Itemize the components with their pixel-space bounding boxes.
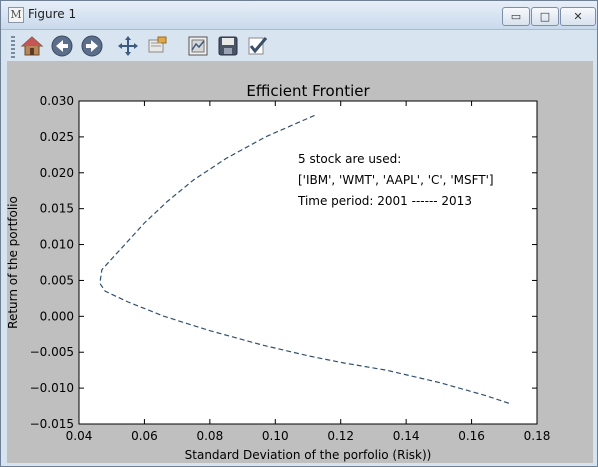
annotation-line: ['IBM', 'WMT', 'AAPL', 'C', 'MSFT']: [298, 173, 494, 187]
plot-area: [78, 100, 538, 425]
maximize-button[interactable]: □: [531, 7, 559, 26]
home-button[interactable]: [19, 33, 45, 59]
subplots-config-icon: [188, 36, 208, 56]
pan-icon: [118, 36, 138, 56]
chart-title: Efficient Frontier: [246, 82, 370, 100]
close-button[interactable]: ✕: [560, 7, 596, 26]
y-tick-label: −0.015: [30, 417, 74, 431]
forward-button[interactable]: [79, 33, 105, 59]
pan-button[interactable]: [115, 33, 141, 59]
x-tick-label: 0.12: [327, 429, 354, 443]
annotation-line: Time period: 2001 ------ 2013: [297, 194, 472, 208]
efficient-frontier-chart: 0.04 0.06 0.08 0.10 0.12 0.14 0.16 0.18 0.030 0.0…: [6, 82, 551, 462]
window-title: Figure 1: [28, 7, 77, 21]
y-tick-label: 0.015: [40, 202, 74, 216]
y-tick-label: −0.005: [30, 345, 74, 359]
navigation-toolbar: [7, 30, 593, 61]
annotation-line: 5 stock are used:: [298, 152, 401, 166]
edit-parameters-icon: [248, 37, 268, 55]
subplots-button[interactable]: [185, 33, 211, 59]
x-tick-label: 0.18: [524, 429, 551, 443]
y-tick-label: 0.020: [40, 166, 74, 180]
back-button[interactable]: [49, 33, 75, 59]
x-tick-label: 0.04: [66, 429, 93, 443]
title-bar[interactable]: M Figure 1 ▭ □ ✕: [1, 1, 597, 30]
zoom-button[interactable]: [145, 33, 171, 59]
zoom-icon: [148, 36, 167, 53]
figure-canvas: 0.04 0.06 0.08 0.10 0.12 0.14 0.16 0.18 0.030 0.0…: [6, 61, 593, 463]
home-icon: [20, 36, 44, 56]
x-tick-label: 0.14: [393, 429, 420, 443]
back-arrow-icon: [51, 35, 73, 57]
y-tick-label: 0.010: [40, 238, 74, 252]
y-tick-label: −0.010: [30, 381, 74, 395]
save-button[interactable]: [215, 33, 241, 59]
edit-parameters-button[interactable]: [245, 33, 271, 59]
x-axis-label: Standard Deviation of the porfolio (Risk…: [185, 448, 432, 462]
x-tick-label: 0.06: [131, 429, 158, 443]
x-tick-label: 0.16: [458, 429, 485, 443]
y-axis-label: Return of the portfolio: [7, 196, 20, 329]
toolbar-grip: [11, 36, 15, 58]
app-icon: M: [8, 7, 24, 23]
frontier-line: [99, 114, 511, 405]
x-tick-label: 0.10: [262, 429, 289, 443]
y-tick-label: 0.030: [40, 94, 74, 108]
y-tick-label: 0.025: [40, 130, 74, 144]
y-tick-label: 0.005: [40, 273, 74, 287]
x-tick-label: 0.08: [196, 429, 223, 443]
forward-arrow-icon: [81, 35, 103, 57]
minimize-button[interactable]: ▭: [502, 7, 530, 26]
save-icon: [218, 36, 238, 56]
y-tick-label: 0.000: [40, 309, 74, 323]
